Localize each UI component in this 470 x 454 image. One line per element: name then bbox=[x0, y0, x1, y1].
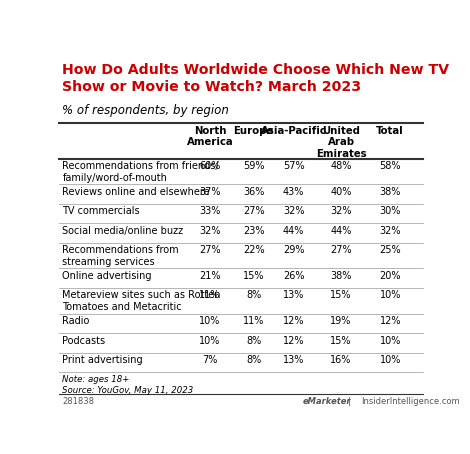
Text: 13%: 13% bbox=[283, 291, 305, 301]
Text: 15%: 15% bbox=[243, 271, 264, 281]
Text: 11%: 11% bbox=[199, 291, 220, 301]
Text: 29%: 29% bbox=[283, 245, 305, 255]
Text: TV commercials: TV commercials bbox=[63, 206, 140, 216]
Text: 40%: 40% bbox=[330, 187, 352, 197]
Text: 20%: 20% bbox=[379, 271, 401, 281]
Text: 44%: 44% bbox=[283, 226, 305, 236]
Text: 27%: 27% bbox=[243, 206, 265, 216]
Text: Note: ages 18+
Source: YouGov, May 11, 2023: Note: ages 18+ Source: YouGov, May 11, 2… bbox=[63, 375, 194, 395]
Text: Social media/online buzz: Social media/online buzz bbox=[63, 226, 183, 236]
Text: North
America: North America bbox=[187, 126, 233, 148]
Text: 32%: 32% bbox=[379, 226, 401, 236]
Text: 38%: 38% bbox=[330, 271, 352, 281]
Text: 15%: 15% bbox=[330, 291, 352, 301]
Text: 32%: 32% bbox=[199, 226, 220, 236]
Text: 15%: 15% bbox=[330, 336, 352, 345]
Text: 21%: 21% bbox=[199, 271, 220, 281]
Text: 26%: 26% bbox=[283, 271, 305, 281]
Text: 23%: 23% bbox=[243, 226, 264, 236]
Text: 10%: 10% bbox=[380, 336, 401, 345]
Text: 8%: 8% bbox=[246, 336, 261, 345]
Text: 8%: 8% bbox=[246, 291, 261, 301]
Text: 37%: 37% bbox=[199, 187, 220, 197]
Text: 38%: 38% bbox=[380, 187, 401, 197]
Text: 25%: 25% bbox=[379, 245, 401, 255]
Text: 60%: 60% bbox=[199, 161, 220, 171]
Text: Metareview sites such as Rotten
Tomatoes and Metacritic: Metareview sites such as Rotten Tomatoes… bbox=[63, 291, 221, 312]
Text: 27%: 27% bbox=[199, 245, 221, 255]
Text: 33%: 33% bbox=[199, 206, 220, 216]
Text: 58%: 58% bbox=[379, 161, 401, 171]
Text: 10%: 10% bbox=[199, 336, 220, 345]
Text: Radio: Radio bbox=[63, 316, 90, 326]
Text: 59%: 59% bbox=[243, 161, 264, 171]
Text: 12%: 12% bbox=[379, 316, 401, 326]
Text: 8%: 8% bbox=[246, 355, 261, 365]
Text: Asia-Pacific: Asia-Pacific bbox=[261, 126, 327, 136]
Text: 48%: 48% bbox=[330, 161, 352, 171]
Text: Online advertising: Online advertising bbox=[63, 271, 152, 281]
Text: Print advertising: Print advertising bbox=[63, 355, 143, 365]
Text: 44%: 44% bbox=[330, 226, 352, 236]
Text: 12%: 12% bbox=[283, 336, 305, 345]
Text: 13%: 13% bbox=[283, 355, 305, 365]
Text: United
Arab
Emirates: United Arab Emirates bbox=[316, 126, 366, 159]
Text: 10%: 10% bbox=[380, 291, 401, 301]
Text: Podcasts: Podcasts bbox=[63, 336, 106, 345]
Text: 16%: 16% bbox=[330, 355, 352, 365]
Text: How Do Adults Worldwide Choose Which New TV
Show or Movie to Watch? March 2023: How Do Adults Worldwide Choose Which New… bbox=[63, 63, 449, 94]
Text: 27%: 27% bbox=[330, 245, 352, 255]
Text: |: | bbox=[348, 397, 351, 406]
Text: 22%: 22% bbox=[243, 245, 265, 255]
Text: 43%: 43% bbox=[283, 187, 305, 197]
Text: 11%: 11% bbox=[243, 316, 264, 326]
Text: Recommendations from
streaming services: Recommendations from streaming services bbox=[63, 245, 179, 267]
Text: Recommendations from friends/
family/word-of-mouth: Recommendations from friends/ family/wor… bbox=[63, 161, 219, 183]
Text: 12%: 12% bbox=[283, 316, 305, 326]
Text: 30%: 30% bbox=[380, 206, 401, 216]
Text: 10%: 10% bbox=[380, 355, 401, 365]
Text: 7%: 7% bbox=[202, 355, 218, 365]
Text: 281838: 281838 bbox=[63, 397, 94, 406]
Text: InsiderIntelligence.com: InsiderIntelligence.com bbox=[361, 397, 460, 406]
Text: 19%: 19% bbox=[330, 316, 352, 326]
Text: eMarketer: eMarketer bbox=[303, 397, 351, 406]
Text: Total: Total bbox=[376, 126, 404, 136]
Text: 32%: 32% bbox=[330, 206, 352, 216]
Text: 36%: 36% bbox=[243, 187, 264, 197]
Text: 57%: 57% bbox=[283, 161, 305, 171]
Text: Reviews online and elsewhere: Reviews online and elsewhere bbox=[63, 187, 210, 197]
Text: Europe: Europe bbox=[234, 126, 274, 136]
Text: 32%: 32% bbox=[283, 206, 305, 216]
Text: % of respondents, by region: % of respondents, by region bbox=[63, 104, 229, 117]
Text: 10%: 10% bbox=[199, 316, 220, 326]
